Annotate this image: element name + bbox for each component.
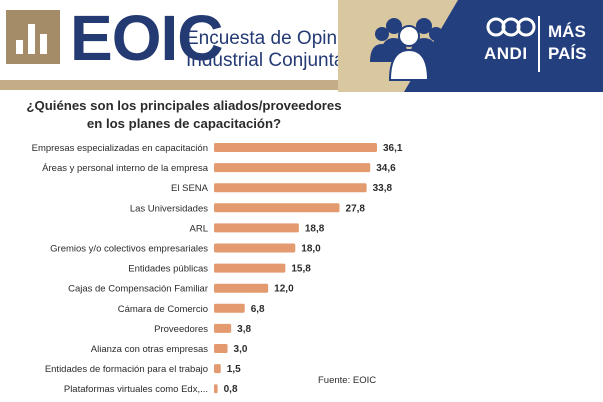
bar bbox=[214, 163, 371, 173]
category-label: Áreas y personal interno de la empresa bbox=[42, 163, 209, 174]
people-group-icon bbox=[370, 18, 448, 81]
value-label: 1,5 bbox=[227, 364, 241, 375]
category-label: Cámara de Comercio bbox=[118, 304, 208, 315]
bar bbox=[214, 223, 299, 233]
bar bbox=[214, 384, 218, 394]
partner-tagline-2: PAÍS bbox=[548, 44, 587, 63]
value-label: 15,8 bbox=[291, 264, 311, 275]
bar bbox=[214, 283, 269, 293]
chart-source: Fuente: EOIC bbox=[318, 375, 377, 386]
value-label: 18,0 bbox=[301, 244, 321, 255]
bar bbox=[214, 364, 221, 374]
value-label: 34,6 bbox=[376, 163, 396, 174]
header-band bbox=[0, 80, 352, 90]
partner-name: ANDI bbox=[484, 44, 528, 63]
category-label: ARL bbox=[190, 223, 208, 234]
value-label: 6,8 bbox=[251, 304, 265, 315]
brand-title: EOIC bbox=[70, 2, 223, 74]
partner-panel: ANDI MÁS PAÍS bbox=[338, 0, 603, 92]
category-label: Empresas especializadas en capacitación bbox=[32, 143, 208, 154]
value-label: 3,0 bbox=[234, 344, 248, 355]
bar bbox=[214, 344, 228, 353]
eoic-logo-icon bbox=[6, 10, 60, 64]
value-label: 12,0 bbox=[274, 284, 294, 295]
bar bbox=[214, 143, 377, 152]
category-label: Plataformas virtuales como Edx,... bbox=[64, 384, 208, 395]
partner-tagline-1: MÁS bbox=[548, 22, 586, 41]
value-label: 33,8 bbox=[373, 183, 393, 194]
category-label: Gremios y/o colectivos empresariales bbox=[50, 244, 208, 255]
bar bbox=[214, 203, 340, 213]
category-label: Alianza con otras empresas bbox=[91, 344, 208, 355]
bar bbox=[214, 243, 296, 253]
brand-subtitle-line-1: Encuesta de Opinión bbox=[186, 28, 363, 49]
category-label: Cajas de Compensación Familiar bbox=[68, 284, 208, 295]
chart-title: ¿Quiénes son los principales aliados/pro… bbox=[26, 98, 342, 131]
bar bbox=[214, 303, 245, 313]
bar bbox=[214, 323, 232, 333]
partner-divider bbox=[538, 16, 540, 72]
value-label: 27,8 bbox=[346, 203, 366, 214]
bar bbox=[214, 183, 367, 193]
value-label: 3,8 bbox=[237, 324, 251, 335]
brand-subtitle-line-2: Industrial Conjunta bbox=[186, 50, 345, 71]
bar bbox=[214, 263, 286, 273]
value-label: 36,1 bbox=[383, 143, 403, 154]
value-label: 0,8 bbox=[224, 384, 238, 395]
category-label: Entidades públicas bbox=[128, 264, 208, 275]
category-label: El SENA bbox=[171, 183, 209, 194]
header: EOIC Encuesta de Opinión Industrial Conj… bbox=[0, 0, 603, 92]
category-label: Entidades de formación para el trabajo bbox=[45, 364, 208, 375]
category-label: Proveedores bbox=[154, 324, 208, 335]
value-label: 18,8 bbox=[305, 223, 325, 234]
andi-logo-icon bbox=[486, 17, 536, 37]
category-label: Las Universidades bbox=[130, 203, 208, 214]
